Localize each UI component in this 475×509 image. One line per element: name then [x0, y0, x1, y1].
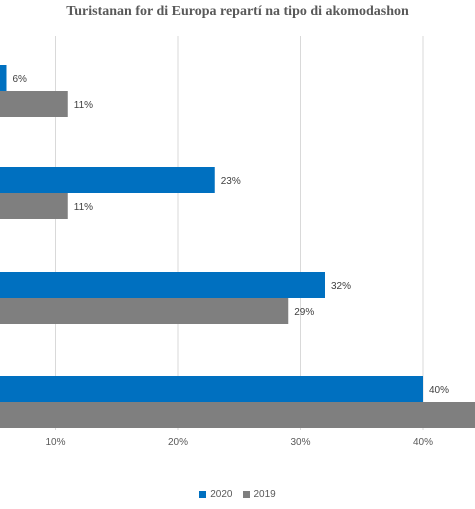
- legend-item-2020: 2020: [199, 489, 233, 500]
- chart-title: Turistanan for di Europa repartí na tipo…: [66, 4, 409, 19]
- data-label-2019: 11%: [74, 202, 93, 213]
- data-label-2020: 23%: [221, 176, 241, 187]
- bar-2020: [0, 272, 325, 298]
- legend-label-2019: 2019: [253, 489, 276, 500]
- bar-2019: [0, 91, 68, 117]
- bar-2019: [0, 402, 475, 428]
- bar-2020: [0, 376, 423, 402]
- data-label-2019: 11%: [74, 100, 93, 111]
- x-tick-label: 20%: [168, 437, 188, 448]
- data-label-2020: 40%: [429, 385, 449, 396]
- bar-2020: [0, 167, 215, 193]
- legend-swatch-2020: [199, 491, 207, 498]
- data-label-2019: 29%: [294, 307, 314, 318]
- data-label-2020: 32%: [331, 281, 351, 292]
- legend-item-2019: 2019: [242, 489, 276, 500]
- bar-2020: [0, 65, 7, 91]
- legend-label-2020: 2020: [210, 489, 233, 500]
- legend: 2020 2019: [0, 489, 475, 500]
- bar-2019: [0, 298, 289, 324]
- x-tick-label: 40%: [413, 437, 433, 448]
- bar-2019: [0, 193, 68, 219]
- data-label-2020: 6%: [13, 74, 28, 85]
- x-tick-label: 10%: [45, 437, 65, 448]
- x-tick-label: 30%: [290, 437, 310, 448]
- legend-swatch-2019: [242, 491, 250, 498]
